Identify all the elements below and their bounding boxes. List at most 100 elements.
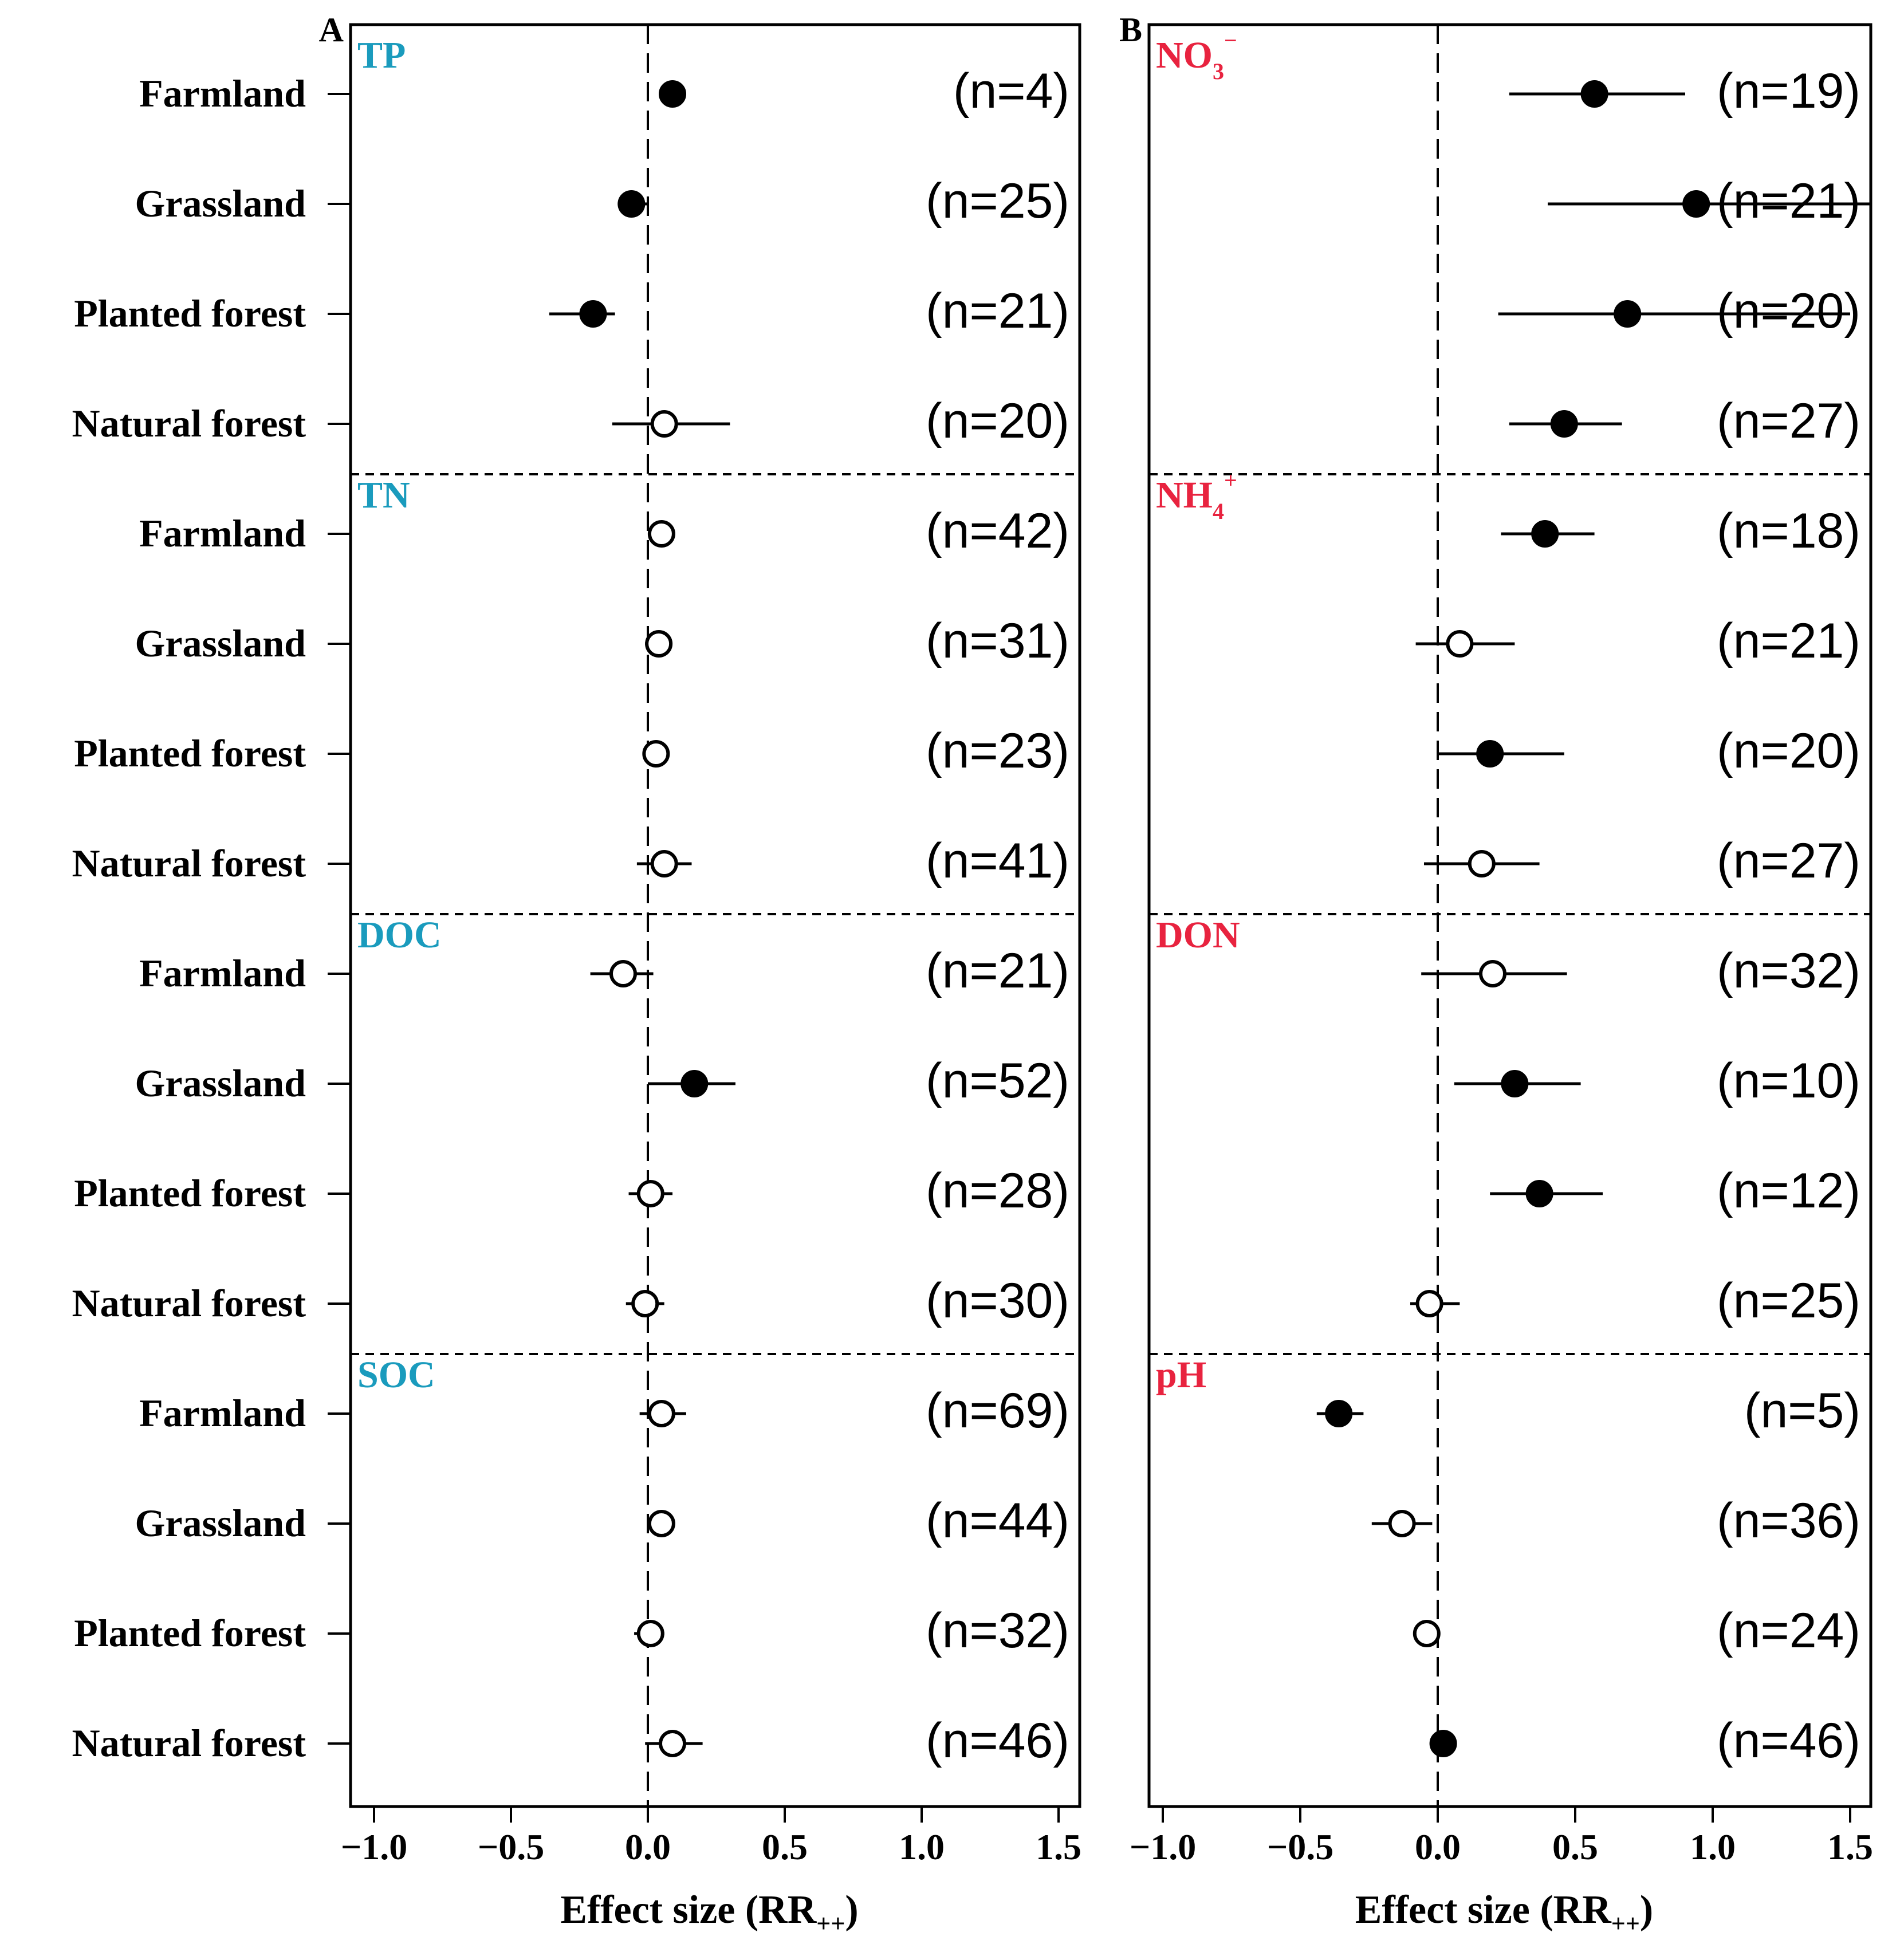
point-significant <box>579 300 607 328</box>
x-axis-title: Effect size (RR++) <box>560 1888 858 1938</box>
sample-size-label: (n=25) <box>1717 1273 1860 1328</box>
group-label: pH <box>1156 1354 1206 1396</box>
x-tick-label: 0.0 <box>625 1827 671 1867</box>
y-category-label: Farmland <box>139 72 306 115</box>
point-significant <box>659 80 687 108</box>
sample-size-label: (n=44) <box>926 1493 1069 1548</box>
group-label: DOC <box>357 914 442 956</box>
sample-size-label: (n=31) <box>926 613 1069 668</box>
x-tick-label: 0.5 <box>1552 1827 1598 1867</box>
point-significant <box>1682 190 1710 218</box>
point-nonsignificant <box>642 740 670 768</box>
sample-size-label: (n=27) <box>1717 833 1860 888</box>
group-label: DON <box>1156 914 1240 956</box>
sample-size-label: (n=28) <box>926 1163 1069 1218</box>
sample-size-label: (n=27) <box>1717 393 1860 448</box>
point-significant <box>1614 300 1642 328</box>
sample-size-label: (n=21) <box>1717 174 1860 229</box>
sample-size-label: (n=10) <box>1717 1053 1860 1108</box>
point-significant <box>1325 1400 1353 1427</box>
group-label: SOC <box>357 1354 435 1396</box>
y-category-label: Grassland <box>135 1061 306 1105</box>
y-category-label: Farmland <box>139 1391 306 1435</box>
y-category-label: Planted forest <box>74 292 306 335</box>
y-category-label: Planted forest <box>74 731 306 775</box>
x-tick-label: 1.5 <box>1827 1827 1873 1867</box>
y-category-label: Planted forest <box>74 1611 306 1655</box>
sample-size-label: (n=18) <box>1717 503 1860 558</box>
sample-size-label: (n=32) <box>1717 943 1860 998</box>
sample-size-label: (n=21) <box>1717 613 1860 668</box>
point-nonsignificant <box>647 520 675 548</box>
x-tick-label: −1.0 <box>341 1827 407 1867</box>
point-nonsignificant <box>650 410 678 438</box>
sample-size-label: (n=25) <box>926 174 1069 229</box>
y-category-label: Grassland <box>135 621 306 665</box>
x-axis-title: Effect size (RR++) <box>1355 1888 1653 1938</box>
x-tick-label: 1.0 <box>1690 1827 1736 1867</box>
point-significant <box>680 1070 709 1097</box>
x-tick-label: 0.5 <box>762 1827 808 1867</box>
panel-label: B <box>1119 11 1142 49</box>
point-significant <box>1501 1070 1529 1097</box>
y-category-label: Farmland <box>139 951 306 995</box>
x-tick-label: −0.5 <box>1267 1827 1333 1867</box>
point-significant <box>1476 740 1504 768</box>
point-nonsignificant <box>636 1180 664 1207</box>
point-significant <box>1525 1180 1553 1207</box>
point-nonsignificant <box>1415 1290 1443 1317</box>
y-category-label: Natural forest <box>72 1721 306 1765</box>
sample-size-label: (n=21) <box>926 284 1069 339</box>
point-significant <box>617 190 646 218</box>
sample-size-label: (n=41) <box>926 833 1069 888</box>
sample-size-label: (n=4) <box>953 64 1069 119</box>
sample-size-label: (n=20) <box>926 393 1069 448</box>
sample-size-label: (n=52) <box>926 1053 1069 1108</box>
x-tick-label: 1.0 <box>899 1827 945 1867</box>
plot-frame <box>349 23 1081 1808</box>
sample-size-label: (n=46) <box>1717 1713 1860 1768</box>
sample-size-label: (n=30) <box>926 1273 1069 1328</box>
y-category-label: Grassland <box>135 182 306 225</box>
sample-size-label: (n=12) <box>1717 1163 1860 1218</box>
sample-size-label: (n=19) <box>1717 64 1860 119</box>
point-nonsignificant <box>1446 630 1474 658</box>
point-nonsignificant <box>647 1400 675 1427</box>
x-tick-label: 0.0 <box>1415 1827 1461 1867</box>
panel-label: A <box>319 11 344 49</box>
group-label: NO3− <box>1156 27 1237 84</box>
sample-size-label: (n=46) <box>926 1713 1069 1768</box>
group-label: TP <box>357 34 406 76</box>
sample-size-label: (n=20) <box>1717 723 1860 778</box>
point-nonsignificant <box>650 850 678 877</box>
sample-size-label: (n=5) <box>1744 1383 1860 1438</box>
x-tick-label: 1.5 <box>1036 1827 1081 1867</box>
y-category-label: Natural forest <box>72 841 306 885</box>
group-label: TN <box>357 474 410 516</box>
point-significant <box>1429 1730 1457 1757</box>
x-tick-label: −0.5 <box>478 1827 544 1867</box>
sample-size-label: (n=32) <box>926 1603 1069 1658</box>
panel-A: A −1.0 −0.5 0.0 0.5 1.0 1.5 Effect size (RR++) T… <box>72 11 1081 1938</box>
y-category-label: Natural forest <box>72 1281 306 1325</box>
point-nonsignificant <box>1413 1620 1441 1647</box>
sample-size-label: (n=23) <box>926 723 1069 778</box>
point-nonsignificant <box>631 1290 659 1317</box>
panel-B: B −1.0 −0.5 0.0 0.5 1.0 1.5 Effect size (RR++) N… <box>1119 11 1873 1938</box>
point-nonsignificant <box>659 1730 687 1757</box>
point-nonsignificant <box>1479 960 1506 987</box>
plot-frame <box>1147 23 1872 1808</box>
y-category-label: Grassland <box>135 1501 306 1545</box>
point-nonsignificant <box>609 960 637 987</box>
x-tick-label: −1.0 <box>1130 1827 1196 1867</box>
point-nonsignificant <box>645 630 673 658</box>
group-label: NH4+ <box>1156 467 1237 524</box>
point-nonsignificant <box>647 1510 675 1537</box>
y-category-label: Natural forest <box>72 402 306 445</box>
point-significant <box>1550 410 1578 438</box>
sample-size-label: (n=36) <box>1717 1493 1860 1548</box>
sample-size-label: (n=69) <box>926 1383 1069 1438</box>
point-significant <box>1531 520 1559 548</box>
y-category-label: Farmland <box>139 511 306 555</box>
